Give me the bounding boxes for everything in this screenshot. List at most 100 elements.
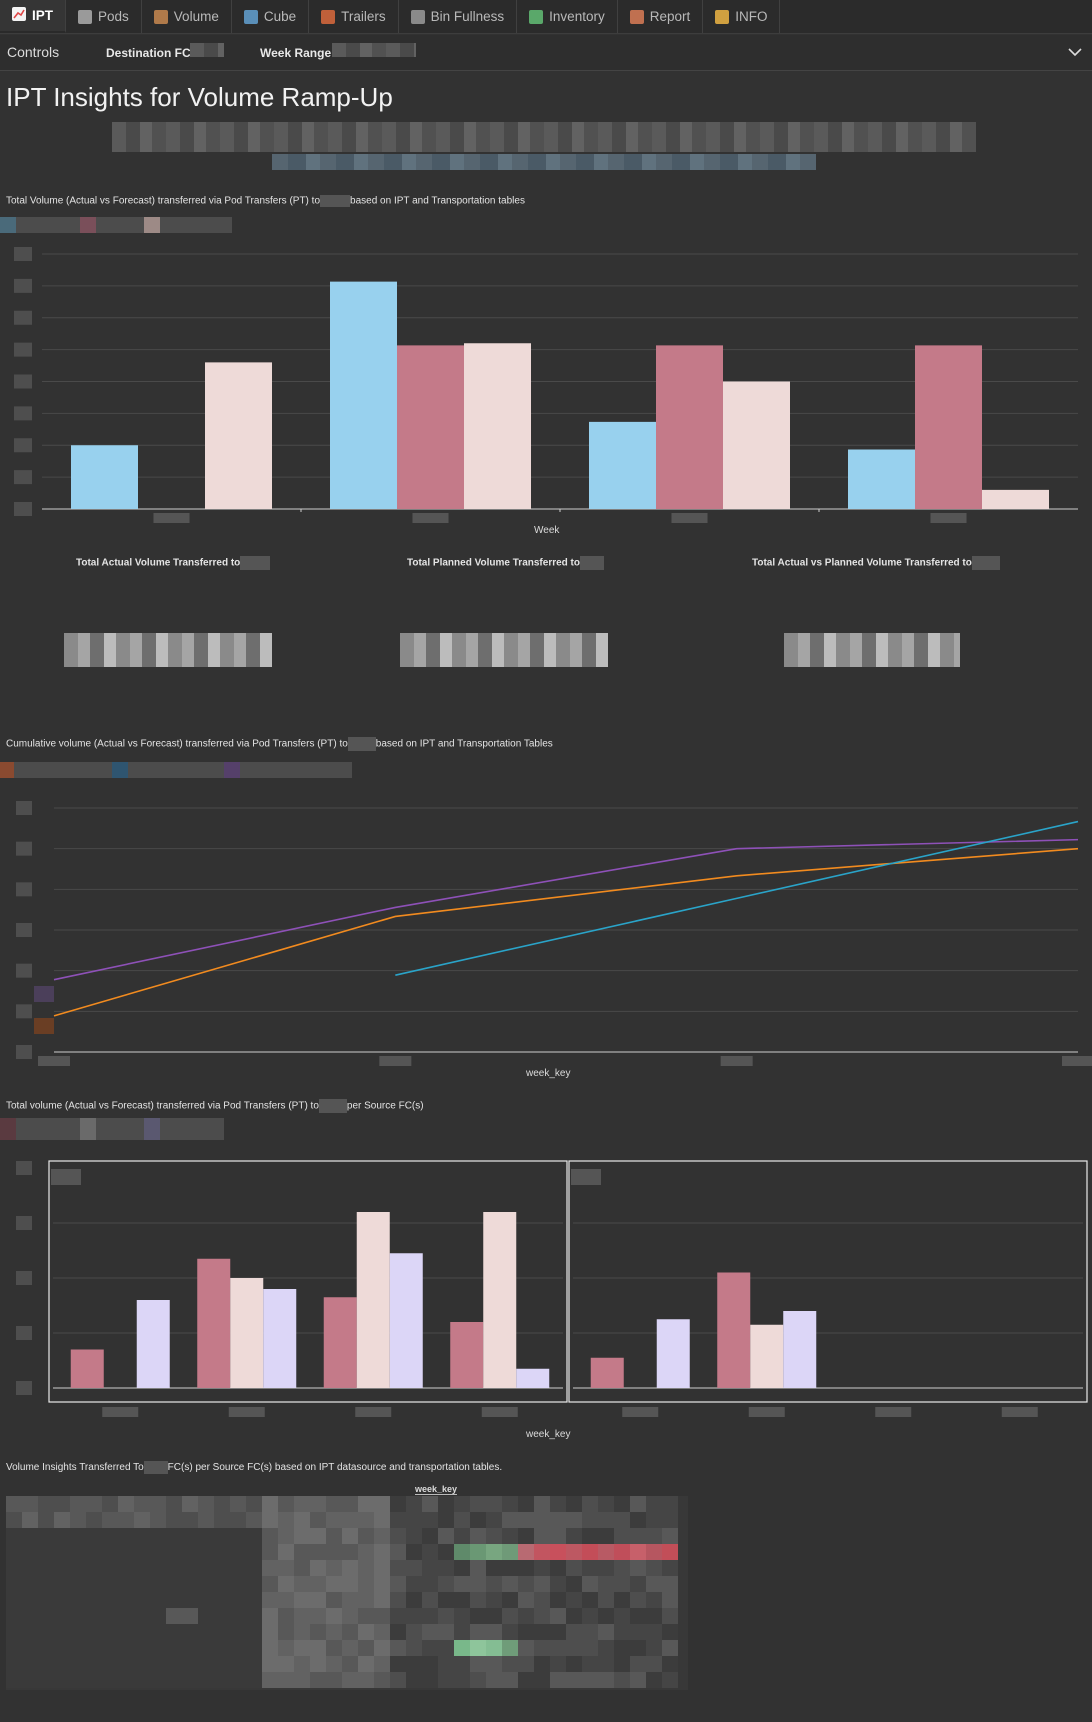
pivot-cell-redacted xyxy=(54,1656,70,1672)
pivot-cell-redacted xyxy=(566,1560,582,1576)
pivot-cell-redacted xyxy=(406,1496,422,1512)
pivot-cell-redacted xyxy=(22,1592,38,1608)
chart3-y-tick-redacted xyxy=(16,1161,32,1175)
pivot-cell-redacted xyxy=(70,1528,86,1544)
chart3-y-tick-redacted xyxy=(16,1326,32,1340)
tab-bin-fullness[interactable]: Bin Fullness xyxy=(399,0,518,33)
pivot-cell-redacted xyxy=(310,1512,326,1528)
chart3-bar xyxy=(590,1357,624,1388)
pivot-cell-redacted xyxy=(662,1656,678,1672)
pivot-cell-redacted xyxy=(518,1560,534,1576)
chart3-panel-frame xyxy=(48,1160,568,1403)
pivot-cell-redacted xyxy=(534,1560,550,1576)
pivot-cell-redacted xyxy=(230,1576,246,1592)
pivot-cell-redacted xyxy=(582,1624,598,1640)
pivot-cell-redacted xyxy=(262,1496,278,1512)
pivot-cell-redacted xyxy=(118,1528,134,1544)
pivot-cell-redacted xyxy=(470,1656,486,1672)
kpi-actual-vs-planned-value-redacted xyxy=(784,633,960,667)
pivot-cell-redacted xyxy=(534,1576,550,1592)
pivot-cell-redacted xyxy=(22,1672,38,1688)
pivot-cell-redacted xyxy=(438,1592,454,1608)
pivot-cell-redacted xyxy=(598,1528,614,1544)
pivot-cell-redacted xyxy=(486,1576,502,1592)
pivot-cell-redacted xyxy=(198,1592,214,1608)
pivot-cell-redacted xyxy=(614,1640,630,1656)
chart2-line-chart xyxy=(16,801,1092,1066)
pivot-cell-redacted xyxy=(198,1640,214,1656)
tab-report[interactable]: Report xyxy=(618,0,704,33)
pivot-cell-redacted xyxy=(86,1576,102,1592)
pivot-cell-redacted xyxy=(454,1576,470,1592)
tab-inventory[interactable]: Inventory xyxy=(517,0,618,33)
pivot-cell-redacted xyxy=(102,1672,118,1688)
pivot-cell-redacted xyxy=(102,1576,118,1592)
pivot-table-redacted[interactable] xyxy=(6,1496,688,1690)
pivot-cell-redacted xyxy=(294,1576,310,1592)
pivot-cell-redacted xyxy=(230,1544,246,1560)
pivot-cell-redacted xyxy=(582,1592,598,1608)
pivot-cell-redacted xyxy=(614,1656,630,1672)
pivot-column-header[interactable]: week_key xyxy=(415,1484,458,1495)
pivot-cell-redacted xyxy=(438,1576,454,1592)
chart1-legend-redacted xyxy=(0,217,232,233)
pivot-cell-redacted xyxy=(6,1544,22,1560)
pivot-cell-redacted xyxy=(326,1608,342,1624)
tab-volume[interactable]: Volume xyxy=(142,0,232,33)
pivot-cell-redacted xyxy=(342,1560,358,1576)
pivot-cell-redacted xyxy=(662,1672,678,1688)
destination-fc-value-redacted[interactable] xyxy=(190,43,224,57)
pivot-cell-redacted xyxy=(262,1528,278,1544)
pivot-cell-redacted xyxy=(134,1608,150,1624)
pivot-cell-redacted xyxy=(182,1544,198,1560)
week-range-value-redacted[interactable] xyxy=(332,43,416,57)
controls-bar[interactable]: Controls Destination FC Week Range xyxy=(0,35,1092,71)
pivot-cell-redacted xyxy=(6,1560,22,1576)
pivot-cell-redacted xyxy=(38,1656,54,1672)
pivot-cell-redacted xyxy=(630,1560,646,1576)
pivot-cell-redacted xyxy=(22,1496,38,1512)
chart3-bar xyxy=(750,1324,784,1388)
pivot-cell-redacted xyxy=(662,1640,678,1656)
pivot-cell-redacted xyxy=(294,1592,310,1608)
pivot-cell-redacted xyxy=(214,1576,230,1592)
tab-pods[interactable]: Pods xyxy=(66,0,142,33)
tab-info[interactable]: INFO xyxy=(703,0,781,33)
pivot-cell-redacted xyxy=(662,1576,678,1592)
pivot-cell-redacted xyxy=(582,1560,598,1576)
pivot-cell-redacted xyxy=(646,1672,662,1688)
pivot-cell-redacted xyxy=(54,1496,70,1512)
pivot-cell-redacted xyxy=(278,1496,294,1512)
tab-cube[interactable]: Cube xyxy=(232,0,310,33)
pivot-cell-redacted xyxy=(134,1544,150,1560)
tab-trailers[interactable]: Trailers xyxy=(309,0,399,33)
tab-label: Trailers xyxy=(341,9,386,24)
pivot-cell-redacted xyxy=(214,1544,230,1560)
kpi-actual-vs-planned-title: Total Actual vs Planned Volume Transferr… xyxy=(752,556,1000,570)
pivot-cell-redacted xyxy=(342,1608,358,1624)
tab-ipt[interactable]: IPT xyxy=(0,0,67,33)
chart3-bar xyxy=(717,1272,751,1388)
top-tab-bar: IPT Pods Volume Cube Trailers Bin Fullness Inv… xyxy=(0,0,1092,34)
chevron-down-icon[interactable] xyxy=(1066,43,1084,61)
pivot-cell-redacted xyxy=(246,1672,262,1688)
pivot-cell-redacted xyxy=(406,1608,422,1624)
tab-label: Pods xyxy=(98,9,129,24)
pivot-cell-redacted xyxy=(246,1576,262,1592)
pivot-cell-redacted xyxy=(150,1512,166,1528)
pivot-cell-redacted xyxy=(294,1672,310,1688)
pivot-cell-redacted xyxy=(454,1528,470,1544)
pivot-cell-redacted xyxy=(102,1640,118,1656)
destination-fc-control[interactable]: Destination FC xyxy=(106,46,191,60)
pivot-cell-redacted xyxy=(342,1528,358,1544)
pivot-cell-redacted xyxy=(198,1560,214,1576)
pivot-cell-redacted xyxy=(86,1528,102,1544)
pivot-cell-redacted xyxy=(534,1624,550,1640)
chart1-bar-chart xyxy=(14,247,1078,523)
pivot-cell-redacted xyxy=(230,1512,246,1528)
week-range-control[interactable]: Week Range xyxy=(260,46,332,60)
pivot-cell-redacted xyxy=(310,1496,326,1512)
pivot-cell-redacted xyxy=(390,1608,406,1624)
pivot-cell-redacted xyxy=(22,1560,38,1576)
chart3-bar xyxy=(230,1278,264,1388)
